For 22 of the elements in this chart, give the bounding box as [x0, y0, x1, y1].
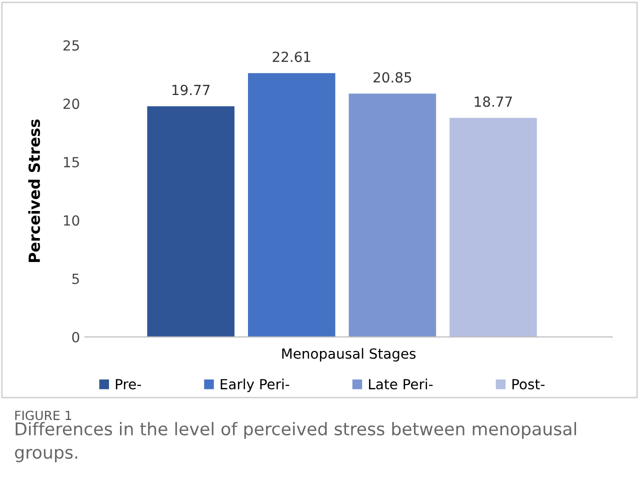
legend-label: Post-	[512, 379, 544, 390]
data-label: 18.77	[474, 96, 512, 107]
y-tick-label: 25	[63, 40, 79, 51]
text: Differences in the level of perceived stress between menopausal groups.	[15, 422, 576, 462]
x-axis-title: Menopausal Stages	[282, 348, 416, 362]
y-tick-label: 20	[63, 98, 80, 110]
bar	[147, 106, 234, 337]
y-tick-label: 5	[72, 274, 79, 284]
data-label: 22.61	[272, 52, 310, 62]
data-label: 20.85	[374, 72, 412, 83]
bar	[248, 73, 336, 337]
y-tick-label: 0	[72, 332, 80, 342]
y-tick-label: 15	[64, 157, 79, 168]
bar	[450, 118, 537, 337]
caption: FIGURE 1	[15, 410, 72, 420]
bar	[348, 94, 436, 337]
legend-label: Early Peri-	[220, 378, 290, 392]
y-tick-label: 10	[64, 215, 80, 226]
legend-label: Pre-	[116, 379, 141, 390]
y-axis-title: Perceived Stress	[28, 119, 40, 262]
data-label: 19.77	[172, 84, 210, 96]
legend-label: Late Peri-	[369, 378, 433, 390]
